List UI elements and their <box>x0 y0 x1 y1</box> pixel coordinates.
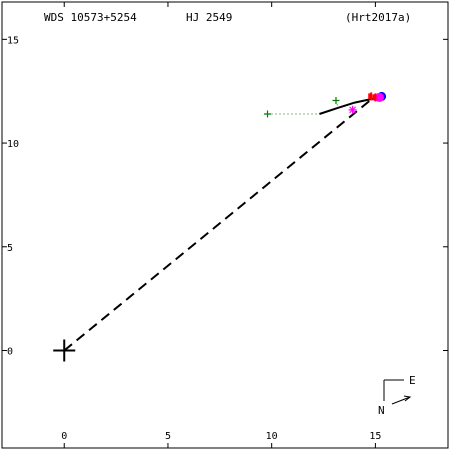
measure-plus <box>264 110 272 118</box>
line-of-nodes <box>63 98 372 352</box>
compass-east-label: E <box>409 374 416 387</box>
y-tick-label: 0 <box>7 347 13 358</box>
measure-star <box>348 105 357 114</box>
residual-marker <box>368 92 373 101</box>
discoverer-label: HJ 2549 <box>186 11 232 24</box>
measure-circle <box>375 92 385 102</box>
plot-marks <box>53 91 387 362</box>
motion-direction-arrow <box>391 396 411 405</box>
y-tick-label: 10 <box>7 139 19 150</box>
x-tick-label: 15 <box>369 431 381 442</box>
y-tick-label: 15 <box>7 35 19 46</box>
motion-direction-arrowhead <box>403 395 412 402</box>
measure-plus <box>332 97 340 105</box>
y-tick-label: 5 <box>7 243 13 254</box>
compass-rose: E N <box>378 374 416 417</box>
x-tick-label: 10 <box>266 431 278 442</box>
axis-tick-labels: 0 5 10 15 0 5 10 15 <box>7 35 381 442</box>
compass-north-label: N <box>378 404 385 417</box>
wds-id-label: WDS 10573+5254 <box>44 11 137 24</box>
orbit-reference-label: (Hrt2017a) <box>345 11 411 24</box>
x-tick-label: 0 <box>61 431 67 442</box>
x-tick-label: 5 <box>165 431 171 442</box>
residual-marker <box>372 93 377 102</box>
